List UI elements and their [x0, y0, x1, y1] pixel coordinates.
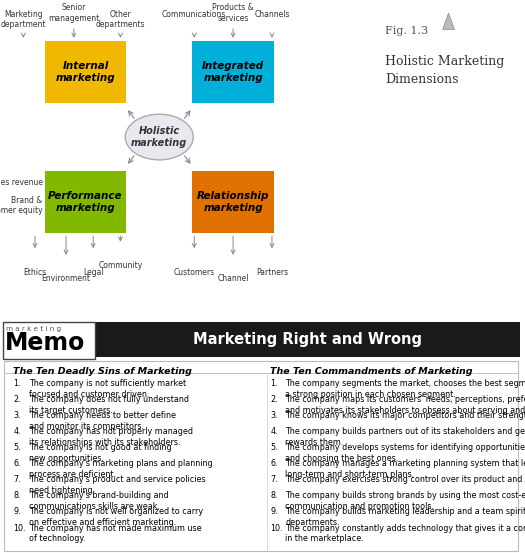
FancyBboxPatch shape — [92, 322, 520, 357]
Text: 4.: 4. — [270, 427, 278, 436]
Text: Sales revenue: Sales revenue — [0, 178, 43, 187]
Polygon shape — [443, 13, 455, 29]
Text: Relationship
marketing: Relationship marketing — [197, 191, 269, 213]
Ellipse shape — [125, 114, 193, 160]
Text: Customers: Customers — [174, 268, 215, 276]
Text: 10.: 10. — [270, 524, 283, 533]
Text: Community: Community — [98, 261, 143, 270]
FancyBboxPatch shape — [192, 171, 274, 233]
Text: Marketing Right and Wrong: Marketing Right and Wrong — [193, 332, 422, 347]
Text: 7.: 7. — [13, 476, 21, 484]
Text: 5.: 5. — [270, 444, 278, 452]
Text: The company is not good at finding
new opportunities.: The company is not good at finding new o… — [29, 444, 172, 463]
Text: 10.: 10. — [13, 524, 26, 533]
Text: Senior
management: Senior management — [48, 3, 99, 23]
Text: Memo: Memo — [5, 331, 86, 355]
Text: The company has not properly managed
its relationships with its stakeholders.: The company has not properly managed its… — [29, 427, 193, 447]
Text: Marketing
department: Marketing department — [1, 10, 46, 29]
Text: Fig. 1.3: Fig. 1.3 — [385, 26, 428, 36]
Text: Performance
marketing: Performance marketing — [48, 191, 123, 213]
Text: The company knows its major competitors and their strengths and weaknesses.: The company knows its major competitors … — [285, 411, 525, 420]
Text: 9.: 9. — [13, 508, 21, 517]
FancyBboxPatch shape — [3, 322, 94, 359]
Text: 6.: 6. — [13, 460, 20, 468]
Text: The Ten Deadly Sins of Marketing: The Ten Deadly Sins of Marketing — [13, 367, 192, 376]
Text: The company is not sufficiently market
focused and customer driven.: The company is not sufficiently market f… — [29, 379, 186, 399]
Text: The company develops systems for identifying opportunities, ranking them,
and ch: The company develops systems for identif… — [285, 444, 525, 463]
Text: Legal: Legal — [83, 268, 103, 276]
Text: The Ten Commandments of Marketing: The Ten Commandments of Marketing — [270, 367, 473, 376]
Text: 3.: 3. — [270, 411, 278, 420]
Text: Other
departments: Other departments — [96, 10, 145, 29]
Text: Internal
marketing: Internal marketing — [56, 61, 116, 82]
Text: 3.: 3. — [13, 411, 20, 420]
Text: 1.: 1. — [13, 379, 20, 388]
Text: m a r k e t i n g: m a r k e t i n g — [6, 326, 61, 332]
Text: The company's brand-building and
communications skills are weak.: The company's brand-building and communi… — [29, 492, 169, 511]
Text: 8.: 8. — [13, 492, 20, 500]
Text: Communications: Communications — [162, 10, 226, 19]
Text: 6.: 6. — [270, 460, 278, 468]
Text: The company is not well organized to carry
on effective and efficient marketing.: The company is not well organized to car… — [29, 508, 203, 527]
Text: The company segments the market, chooses the best segments, and develops
a stron: The company segments the market, chooses… — [285, 379, 525, 399]
Text: Partners: Partners — [256, 268, 288, 276]
FancyBboxPatch shape — [192, 41, 274, 103]
Text: 2.: 2. — [270, 395, 278, 404]
Text: 1.: 1. — [270, 379, 278, 388]
Text: 8.: 8. — [270, 492, 278, 500]
Text: 4.: 4. — [13, 427, 20, 436]
Text: The company constantly adds technology that gives it a competitive advantage
in : The company constantly adds technology t… — [285, 524, 525, 543]
Text: The company exercises strong control over its product and service mix.: The company exercises strong control ove… — [285, 476, 525, 484]
FancyBboxPatch shape — [4, 362, 518, 551]
Text: 7.: 7. — [270, 476, 278, 484]
Text: Ethics: Ethics — [24, 268, 47, 276]
FancyBboxPatch shape — [45, 171, 126, 233]
Text: The company has not made maximum use
of technology.: The company has not made maximum use of … — [29, 524, 202, 543]
Text: 2.: 2. — [13, 395, 21, 404]
Text: The company does not fully understand
its target customers.: The company does not fully understand it… — [29, 395, 189, 415]
Text: Integrated
marketing: Integrated marketing — [202, 61, 264, 82]
Text: The company manages a marketing planning system that leads to insightful
long-te: The company manages a marketing planning… — [285, 460, 525, 479]
Text: The company builds strong brands by using the most cost-effective
communication : The company builds strong brands by usin… — [285, 492, 525, 511]
Text: The company's marketing plans and planning
process are deficient.: The company's marketing plans and planni… — [29, 460, 213, 479]
Text: The company's product and service policies
need tightening.: The company's product and service polici… — [29, 476, 205, 495]
Text: Environment: Environment — [41, 274, 90, 283]
Text: 5.: 5. — [13, 444, 21, 452]
Text: Products &
services: Products & services — [212, 3, 254, 23]
Text: The company builds marketing leadership and a team spirit among its various
depa: The company builds marketing leadership … — [285, 508, 525, 527]
Text: Brand &
customer equity: Brand & customer equity — [0, 196, 43, 215]
Text: Channel: Channel — [217, 274, 249, 283]
Text: The company needs to better define
and monitor its competitors.: The company needs to better define and m… — [29, 411, 176, 431]
FancyBboxPatch shape — [45, 41, 126, 103]
Text: Holistic
marketing: Holistic marketing — [131, 126, 187, 148]
Text: Channels: Channels — [254, 10, 290, 19]
Text: Holistic Marketing
Dimensions: Holistic Marketing Dimensions — [385, 55, 505, 86]
Text: The company maps its customers' needs, perceptions, preferences, and behavior
an: The company maps its customers' needs, p… — [285, 395, 525, 415]
Text: The company builds partners out of its stakeholders and generously
rewards them.: The company builds partners out of its s… — [285, 427, 525, 447]
Text: 9.: 9. — [270, 508, 278, 517]
